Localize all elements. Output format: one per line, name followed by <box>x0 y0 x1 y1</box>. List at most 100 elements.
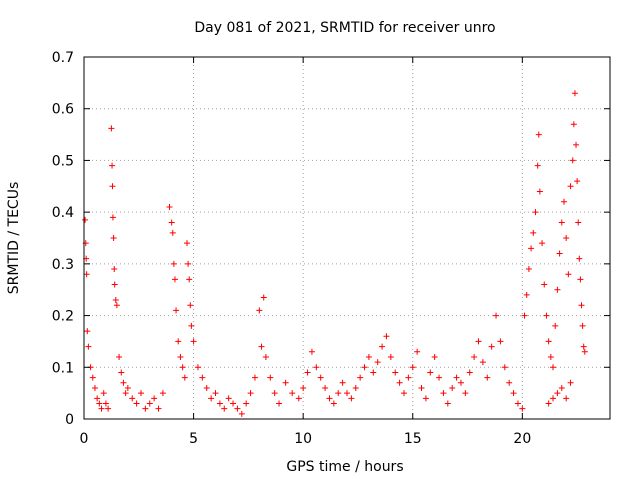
data-point <box>405 374 412 381</box>
data-point <box>556 250 563 257</box>
data-point <box>539 240 546 247</box>
data-point <box>466 369 473 376</box>
data-point <box>501 364 508 371</box>
data-point <box>184 240 191 247</box>
data-points <box>82 90 588 417</box>
data-point <box>216 400 223 407</box>
data-point <box>151 395 158 402</box>
data-point <box>575 219 582 226</box>
data-point <box>175 338 182 345</box>
data-point <box>313 364 320 371</box>
data-point <box>545 338 552 345</box>
data-point <box>300 384 307 391</box>
data-point <box>396 379 403 386</box>
data-point <box>560 198 567 205</box>
data-point <box>89 374 96 381</box>
data-point <box>536 188 543 195</box>
data-point <box>541 281 548 288</box>
data-point <box>322 384 329 391</box>
data-point <box>109 183 116 190</box>
data-point <box>493 312 500 319</box>
data-point <box>203 384 210 391</box>
y-tick-label: 0.1 <box>52 360 74 376</box>
data-point <box>414 348 421 355</box>
data-point <box>113 302 120 309</box>
data-point <box>234 405 241 412</box>
data-point <box>187 302 194 309</box>
data-point <box>471 353 478 360</box>
data-point <box>308 348 315 355</box>
data-point <box>552 322 559 329</box>
data-point <box>462 390 469 397</box>
data-point <box>335 390 342 397</box>
data-point <box>221 405 228 412</box>
data-point <box>194 364 201 371</box>
data-point <box>230 400 237 407</box>
data-point <box>112 297 119 304</box>
data-point <box>534 162 541 169</box>
data-point <box>348 395 355 402</box>
data-point <box>159 390 166 397</box>
data-point <box>304 369 311 376</box>
data-point <box>247 390 254 397</box>
data-point <box>558 219 565 226</box>
data-point <box>530 229 537 236</box>
y-tick-label: 0.3 <box>52 257 74 273</box>
data-point <box>453 374 460 381</box>
data-point <box>475 338 482 345</box>
data-point <box>256 307 263 314</box>
data-point <box>190 338 197 345</box>
data-point <box>330 400 337 407</box>
data-point <box>166 203 173 210</box>
data-point <box>497 338 504 345</box>
y-tick-label: 0.4 <box>52 205 74 221</box>
data-point <box>181 374 188 381</box>
data-point <box>344 390 350 397</box>
data-point <box>173 307 180 314</box>
grid <box>84 57 610 419</box>
data-point <box>122 390 129 397</box>
data-point <box>168 219 175 226</box>
data-point <box>225 395 232 402</box>
data-point <box>370 369 377 376</box>
data-point <box>155 405 162 412</box>
data-point <box>146 400 153 407</box>
y-tick-label: 0.2 <box>52 309 74 325</box>
data-point <box>532 209 539 216</box>
data-point <box>400 390 407 397</box>
data-point <box>84 328 91 335</box>
data-point <box>83 271 90 278</box>
x-tick-label: 0 <box>80 431 89 447</box>
data-point <box>479 359 486 366</box>
data-point <box>96 400 103 407</box>
data-point <box>514 400 521 407</box>
data-point <box>109 162 116 169</box>
data-point <box>212 390 219 397</box>
data-point <box>444 400 451 407</box>
data-point <box>251 374 258 381</box>
data-point <box>105 405 112 412</box>
data-point <box>169 229 176 236</box>
data-point <box>418 384 425 391</box>
data-point <box>565 271 572 278</box>
data-point <box>558 384 565 391</box>
data-point <box>528 245 535 252</box>
x-tick-label: 15 <box>404 431 422 447</box>
data-point <box>554 286 561 293</box>
data-point <box>98 405 105 412</box>
data-point <box>208 395 215 402</box>
data-point <box>457 379 464 386</box>
data-point <box>550 395 557 402</box>
data-point <box>436 374 443 381</box>
data-point <box>554 390 561 397</box>
y-tick-label: 0.5 <box>52 153 74 169</box>
data-point <box>258 343 265 350</box>
data-point <box>545 400 552 407</box>
x-tick-label: 5 <box>189 431 198 447</box>
y-tick-label: 0.7 <box>52 50 74 66</box>
data-point <box>581 348 588 355</box>
x-tick-label: 10 <box>294 431 312 447</box>
data-point <box>260 294 267 301</box>
